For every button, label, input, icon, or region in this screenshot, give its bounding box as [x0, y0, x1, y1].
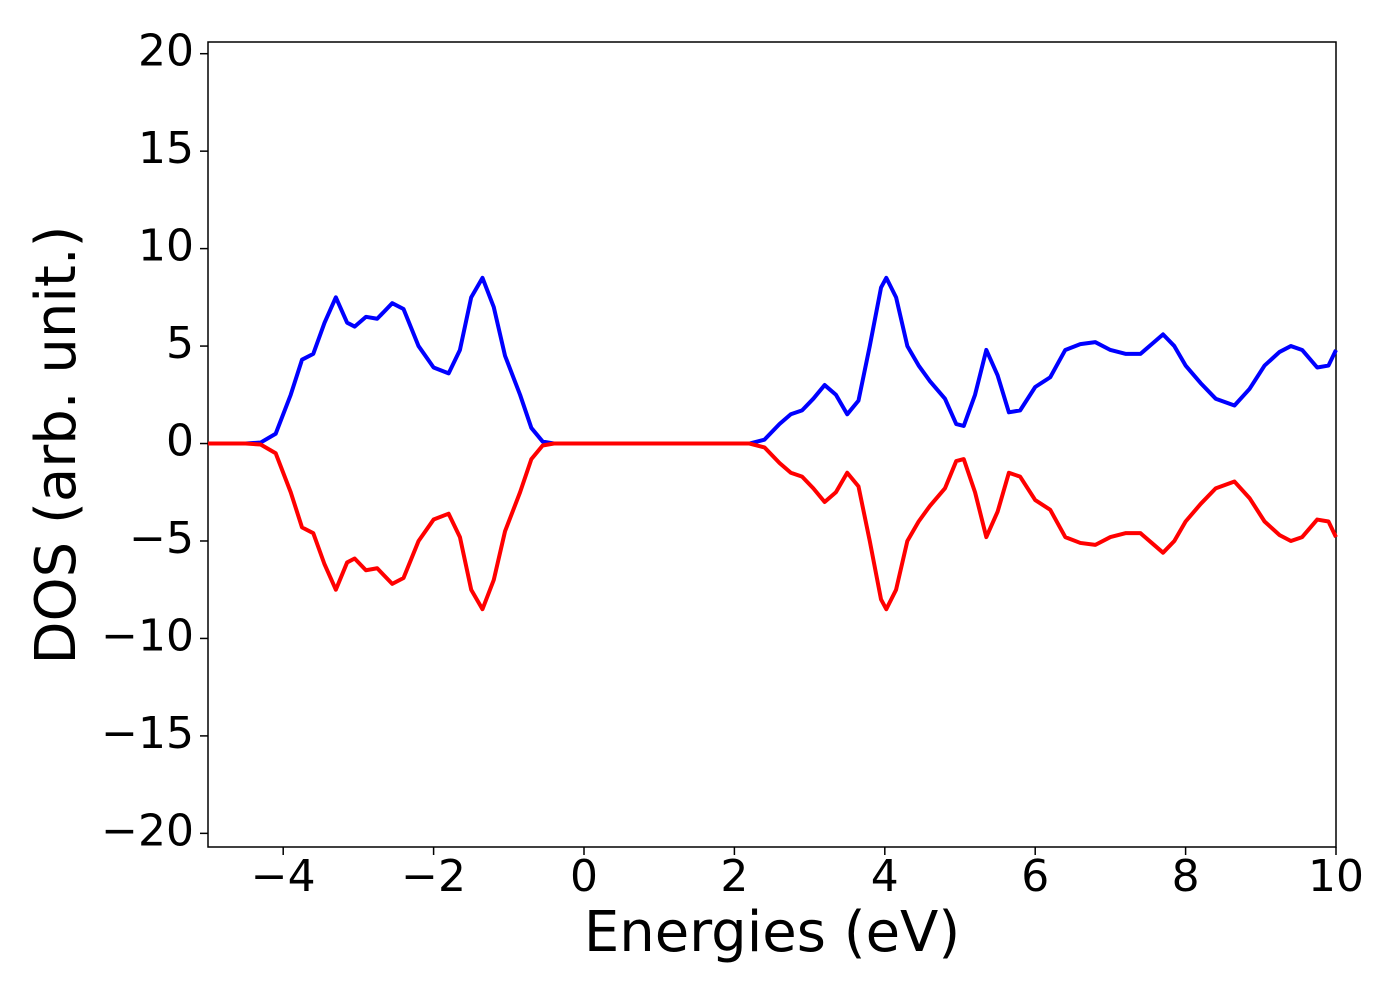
x-tick-label: 0	[570, 851, 598, 902]
x-tick-label: 4	[871, 851, 899, 902]
plot-frame	[207, 41, 1337, 848]
y-tick-label: −5	[129, 513, 194, 564]
y-tick-label: −10	[101, 610, 194, 661]
x-tick-label: 6	[1021, 851, 1049, 902]
y-tick-label: 5	[166, 318, 194, 369]
y-tick-label: −20	[101, 805, 194, 856]
data-line	[208, 441, 1338, 612]
y-tick-label: 20	[138, 26, 194, 77]
x-tick-label: −4	[251, 851, 316, 902]
y-tick-label: 15	[138, 123, 194, 174]
y-axis-label: DOS (arb. unit.)	[24, 225, 89, 664]
x-axis-label: Energies (eV)	[584, 900, 960, 965]
y-tick-label: 10	[138, 221, 194, 272]
x-tick-label: 8	[1172, 851, 1200, 902]
data-line	[208, 275, 1338, 446]
x-tick-label: 10	[1308, 851, 1364, 902]
x-tick-label: −2	[401, 851, 466, 902]
y-tick-label: −15	[101, 708, 194, 759]
x-tick-label: 2	[720, 851, 748, 902]
y-tick-label: 0	[166, 416, 194, 467]
